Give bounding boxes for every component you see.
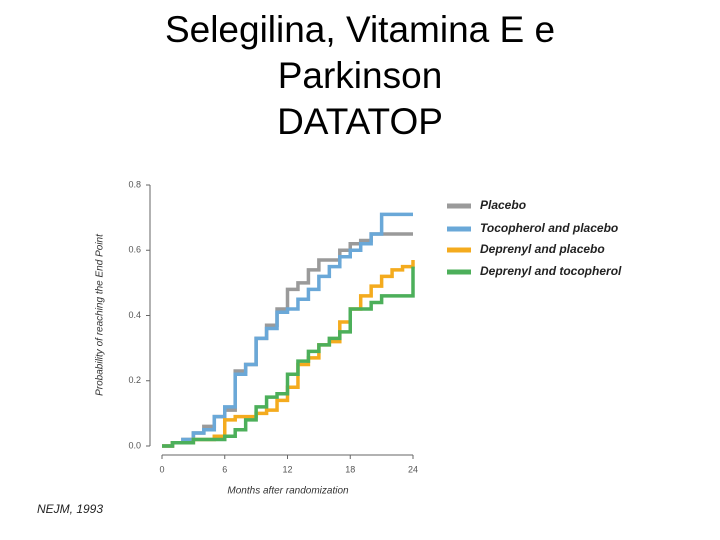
y-tick-label: 0.0 bbox=[128, 440, 141, 450]
y-tick-label: 0.4 bbox=[128, 310, 141, 320]
x-tick-label: 6 bbox=[222, 464, 227, 474]
x-tick-label: 0 bbox=[159, 464, 164, 474]
slide-title: Parkinson bbox=[278, 55, 443, 96]
series-line bbox=[162, 212, 413, 448]
x-tick-label: 24 bbox=[408, 464, 418, 474]
legend-label: Tocopherol and placebo bbox=[480, 221, 618, 235]
x-axis-label: Months after randomization bbox=[227, 486, 349, 497]
legend-label: Deprenyl and tocopherol bbox=[480, 264, 622, 278]
slide-title: Selegilina, Vitamina E e bbox=[165, 9, 555, 50]
x-tick-label: 12 bbox=[282, 464, 292, 474]
y-tick-label: 0.6 bbox=[128, 245, 141, 255]
source-note: NEJM, 1993 bbox=[37, 502, 103, 516]
legend-label: Deprenyl and placebo bbox=[480, 242, 605, 256]
y-tick-label: 0.8 bbox=[128, 179, 141, 189]
series-line bbox=[162, 232, 413, 448]
y-axis-label: Probability of reaching the End Point bbox=[95, 233, 106, 396]
x-tick-label: 18 bbox=[345, 464, 355, 474]
legend-label: Placebo bbox=[480, 198, 526, 212]
y-tick-label: 0.2 bbox=[128, 375, 141, 385]
slide-title: DATATOP bbox=[277, 101, 443, 142]
series-line bbox=[162, 266, 415, 448]
